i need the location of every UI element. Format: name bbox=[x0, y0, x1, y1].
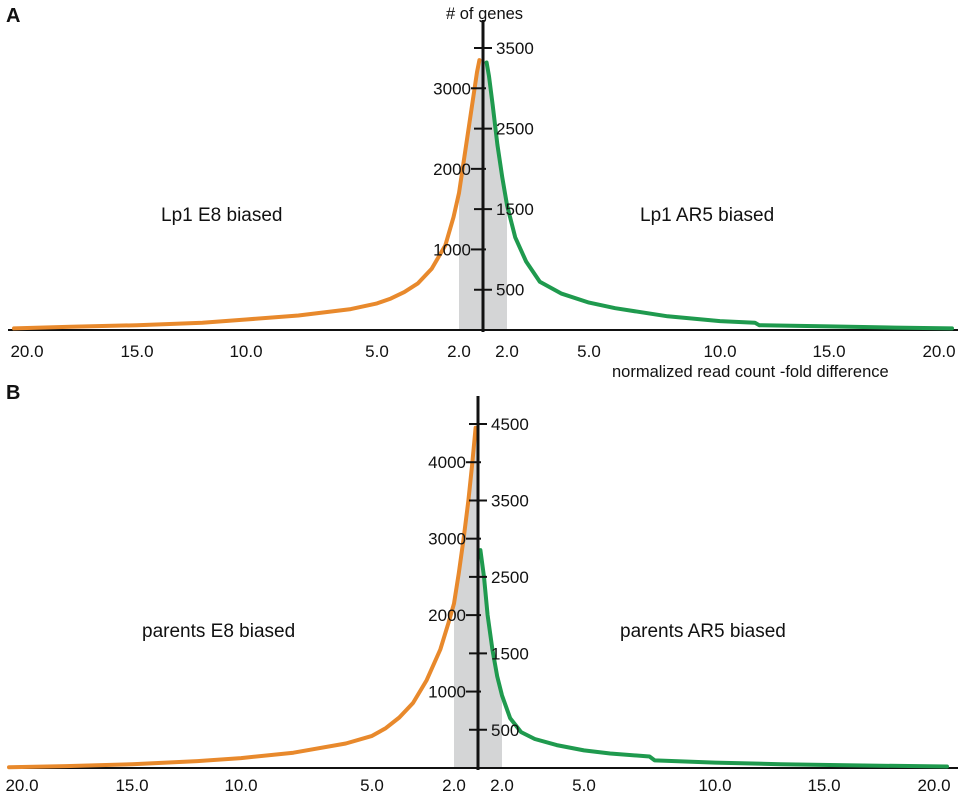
y-tick-label: 4000 bbox=[428, 453, 466, 472]
series-line-left bbox=[7, 425, 478, 770]
y-tick-label: 4500 bbox=[491, 415, 529, 434]
y-tick-label: 500 bbox=[491, 721, 519, 740]
y-tick-label: 3500 bbox=[491, 491, 529, 510]
x-tick-label: 10.0 bbox=[224, 776, 257, 795]
x-tick-label: 20.0 bbox=[5, 776, 38, 795]
y-tick-label: 2000 bbox=[433, 160, 471, 179]
y-tick-label: 2500 bbox=[496, 120, 534, 139]
y-tick-label: 1500 bbox=[496, 200, 534, 219]
right-bias-label: Lp1 AR5 biased bbox=[640, 205, 774, 226]
y-tick-label: 1000 bbox=[428, 683, 466, 702]
x-tick-label: 10.0 bbox=[703, 342, 736, 361]
x-tick-label: 5.0 bbox=[577, 342, 601, 361]
x-tick-label: 15.0 bbox=[812, 342, 845, 361]
series-line-left bbox=[12, 58, 482, 331]
x-tick-label: 20.0 bbox=[10, 342, 43, 361]
x-tick-label: 2.0 bbox=[495, 342, 519, 361]
y-tick-label: 500 bbox=[496, 281, 524, 300]
y-tick-label: 2500 bbox=[491, 568, 529, 587]
y-tick-label: 2000 bbox=[428, 606, 466, 625]
series-line-right bbox=[478, 548, 949, 769]
x-tick-label: 15.0 bbox=[120, 342, 153, 361]
x-tick-label: 20.0 bbox=[922, 342, 955, 361]
x-tick-label: 10.0 bbox=[698, 776, 731, 795]
x-tick-label: 2.0 bbox=[447, 342, 471, 361]
y-tick-label: 1500 bbox=[491, 644, 529, 663]
x-axis-title: normalized read count -fold difference bbox=[612, 363, 889, 381]
y-tick-label: 3000 bbox=[433, 79, 471, 98]
panel-b: B parents E8 biased parents AR5 biased 2… bbox=[5, 382, 958, 795]
x-tick-label: 15.0 bbox=[807, 776, 840, 795]
series-line-right bbox=[484, 60, 954, 331]
panel-letter-a: A bbox=[6, 5, 20, 27]
y-tick-label: 3000 bbox=[428, 530, 466, 549]
x-tick-label: 2.0 bbox=[442, 776, 466, 795]
right-bias-label: parents AR5 biased bbox=[620, 621, 786, 642]
x-tick-label: 20.0 bbox=[917, 776, 950, 795]
x-tick-label: 5.0 bbox=[365, 342, 389, 361]
x-tick-label: 5.0 bbox=[360, 776, 384, 795]
x-tick-label: 5.0 bbox=[572, 776, 596, 795]
y-tick-label: 3500 bbox=[496, 39, 534, 58]
x-tick-label: 2.0 bbox=[490, 776, 514, 795]
left-bias-label: parents E8 biased bbox=[142, 621, 295, 642]
panel-letter-b: B bbox=[6, 382, 20, 404]
x-tick-label: 10.0 bbox=[229, 342, 262, 361]
x-tick-label: 15.0 bbox=[115, 776, 148, 795]
panel-a: A # of genes normalized read count -fold… bbox=[6, 5, 958, 381]
left-bias-label: Lp1 E8 biased bbox=[161, 205, 283, 226]
y-axis-title: # of genes bbox=[446, 5, 523, 23]
y-tick-label: 1000 bbox=[433, 240, 471, 259]
